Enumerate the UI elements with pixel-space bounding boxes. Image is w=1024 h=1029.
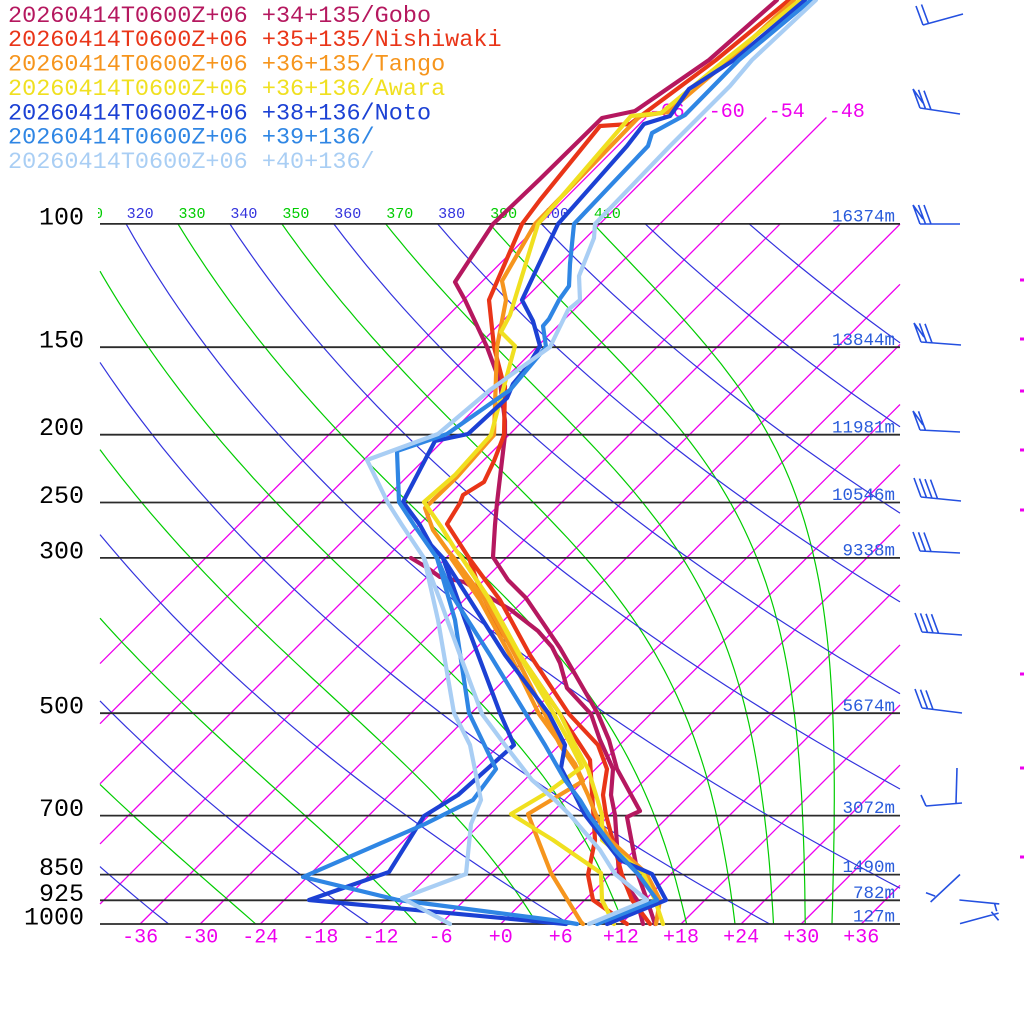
svg-text:782m: 782m [853, 884, 895, 904]
svg-text:-24: -24 [242, 927, 278, 950]
svg-text:+12: +12 [603, 927, 639, 950]
svg-text:250: 250 [39, 482, 84, 511]
svg-text:127m: 127m [853, 908, 895, 928]
svg-text:9338m: 9338m [842, 542, 895, 562]
svg-text:-6: -6 [429, 927, 453, 950]
svg-text:370: 370 [386, 206, 413, 223]
svg-text:-60: -60 [709, 101, 745, 124]
svg-text:3072m: 3072m [842, 799, 895, 819]
svg-text:+0: +0 [489, 927, 513, 950]
svg-text:-12: -12 [362, 927, 398, 950]
svg-text:500: 500 [39, 693, 84, 722]
svg-text:20260414T0600Z+06 +36+136/Awar: 20260414T0600Z+06 +36+136/Awara [8, 76, 445, 103]
svg-text:20260414T0600Z+06 +35+135/Nish: 20260414T0600Z+06 +35+135/Nishiwaki [8, 27, 502, 54]
svg-text:850: 850 [39, 854, 84, 883]
svg-text:-54: -54 [769, 101, 805, 124]
svg-text:320: 320 [127, 206, 154, 223]
svg-text:+30: +30 [783, 927, 819, 950]
svg-text:925: 925 [39, 880, 84, 909]
svg-text:350: 350 [282, 206, 309, 223]
svg-text:310: 310 [76, 206, 103, 223]
svg-text:330: 330 [178, 206, 205, 223]
svg-text:-18: -18 [302, 927, 338, 950]
svg-text:13844m: 13844m [832, 331, 895, 351]
svg-text:-48: -48 [829, 101, 865, 124]
svg-text:-36: -36 [122, 927, 158, 950]
svg-text:-30: -30 [182, 927, 218, 950]
svg-text:20260414T0600Z+06 +40+136/: 20260414T0600Z+06 +40+136/ [8, 149, 375, 176]
svg-text:100: 100 [39, 203, 84, 232]
svg-text:10546m: 10546m [832, 486, 895, 506]
svg-text:5674m: 5674m [842, 697, 895, 717]
svg-text:360: 360 [334, 206, 361, 223]
svg-text:340: 340 [230, 206, 257, 223]
svg-text:1490m: 1490m [842, 858, 895, 878]
svg-text:+18: +18 [663, 927, 699, 950]
svg-text:1000: 1000 [24, 904, 84, 933]
svg-text:700: 700 [39, 795, 84, 824]
svg-text:16374m: 16374m [832, 208, 895, 228]
svg-text:380: 380 [438, 206, 465, 223]
svg-text:150: 150 [39, 327, 84, 356]
svg-text:11981m: 11981m [832, 418, 895, 438]
svg-text:+36: +36 [843, 927, 879, 950]
svg-text:20260414T0600Z+06 +34+135/Gobo: 20260414T0600Z+06 +34+135/Gobo [8, 3, 431, 30]
svg-text:200: 200 [39, 414, 84, 443]
svg-text:+24: +24 [723, 927, 759, 950]
svg-text:300: 300 [39, 537, 84, 566]
svg-text:20260414T0600Z+06 +38+136/Noto: 20260414T0600Z+06 +38+136/Noto [8, 100, 431, 127]
svg-text:+6: +6 [549, 927, 573, 950]
svg-text:20260414T0600Z+06 +36+135/Tang: 20260414T0600Z+06 +36+135/Tango [8, 52, 445, 79]
svg-text:20260414T0600Z+06 +39+136/: 20260414T0600Z+06 +39+136/ [8, 125, 375, 152]
